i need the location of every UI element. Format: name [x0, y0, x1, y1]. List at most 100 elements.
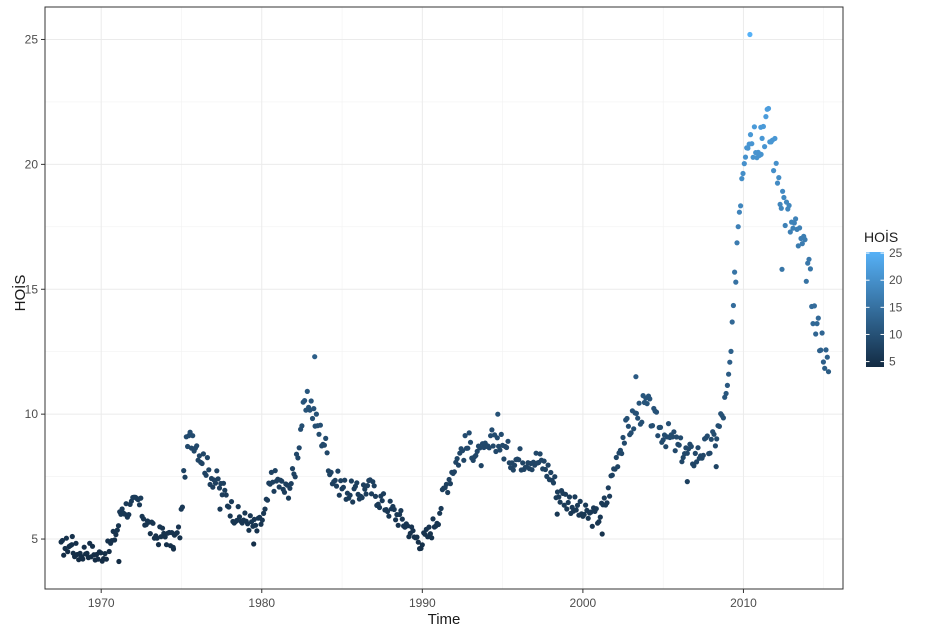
data-point: [304, 388, 310, 394]
data-point: [359, 495, 365, 501]
data-point: [672, 448, 678, 454]
data-point: [708, 436, 714, 442]
data-point: [607, 493, 613, 499]
data-point: [397, 511, 403, 518]
data-point: [235, 504, 241, 510]
data-point: [707, 450, 713, 456]
data-point: [467, 439, 474, 445]
data-point: [289, 466, 296, 472]
data-point: [106, 548, 112, 555]
data-point: [123, 501, 129, 507]
data-point: [445, 489, 451, 496]
data-point: [758, 151, 764, 157]
data-point: [461, 457, 467, 463]
data-point: [779, 266, 785, 272]
data-point: [214, 468, 220, 474]
data-point: [628, 430, 634, 436]
data-point: [126, 511, 132, 518]
data-point: [542, 466, 549, 473]
data-point: [199, 460, 205, 467]
data-point: [773, 160, 779, 166]
data-point: [589, 523, 595, 529]
data-point: [332, 477, 338, 483]
data-point: [162, 534, 168, 540]
data-point: [529, 467, 535, 473]
data-point: [271, 488, 277, 494]
data-point: [212, 480, 219, 486]
data-point: [562, 491, 569, 497]
data-point: [443, 481, 449, 487]
data-point: [426, 524, 432, 530]
data-point: [823, 347, 829, 353]
data-point: [272, 468, 278, 474]
data-point: [200, 451, 206, 457]
data-point: [795, 243, 801, 249]
data-point: [720, 415, 727, 421]
data-point: [782, 222, 788, 229]
data-point: [474, 448, 480, 454]
data-point: [726, 371, 732, 377]
data-point: [103, 556, 109, 562]
data-point: [550, 480, 557, 486]
data-point: [138, 495, 144, 501]
data-point: [520, 460, 526, 466]
data-point: [253, 522, 259, 528]
data-point: [649, 423, 656, 429]
data-point: [574, 502, 581, 508]
data-point: [751, 124, 758, 130]
data-point: [678, 435, 684, 441]
data-point: [636, 400, 642, 406]
data-point: [673, 434, 680, 440]
data-point: [803, 278, 809, 284]
data-point: [313, 411, 319, 417]
data-point: [324, 450, 330, 456]
data-point: [478, 463, 484, 469]
data-point: [95, 556, 101, 562]
data-point: [759, 135, 765, 141]
data-point: [695, 445, 701, 451]
data-point: [564, 506, 570, 512]
data-point: [181, 468, 187, 474]
data-point: [810, 321, 816, 327]
data-point: [776, 175, 782, 181]
data-point: [347, 492, 353, 498]
data-point: [264, 497, 271, 503]
data-point: [772, 135, 778, 142]
data-point: [288, 481, 294, 487]
data-point: [811, 303, 818, 309]
data-point: [747, 132, 754, 138]
data-point: [427, 531, 433, 537]
data-point: [669, 434, 676, 440]
data-point: [296, 445, 302, 451]
data-point: [735, 224, 741, 230]
data-point: [738, 203, 744, 209]
y-tick-label: 20: [25, 157, 39, 171]
data-point: [236, 514, 243, 520]
y-tick-label: 15: [25, 282, 39, 296]
data-point: [140, 516, 147, 522]
data-point: [217, 506, 223, 512]
data-point: [81, 544, 87, 550]
data-point: [490, 443, 496, 449]
y-tick-label: 25: [25, 32, 39, 46]
data-point: [116, 558, 122, 565]
legend-colorbar: [866, 252, 884, 367]
data-point: [497, 447, 503, 453]
data-point: [799, 241, 805, 247]
data-point: [102, 551, 108, 557]
data-point: [713, 464, 719, 470]
data-point: [609, 472, 615, 478]
data-point: [190, 433, 196, 439]
x-tick-label: 1990: [409, 596, 436, 610]
data-point: [228, 499, 235, 505]
y-axis-title: HOİS: [11, 275, 29, 312]
data-point: [147, 531, 153, 537]
data-point: [254, 528, 260, 534]
data-point: [597, 514, 603, 520]
data-point: [391, 506, 397, 513]
data-point: [663, 444, 669, 450]
data-point: [561, 502, 567, 508]
data-points: [58, 31, 832, 565]
data-point: [615, 464, 621, 470]
